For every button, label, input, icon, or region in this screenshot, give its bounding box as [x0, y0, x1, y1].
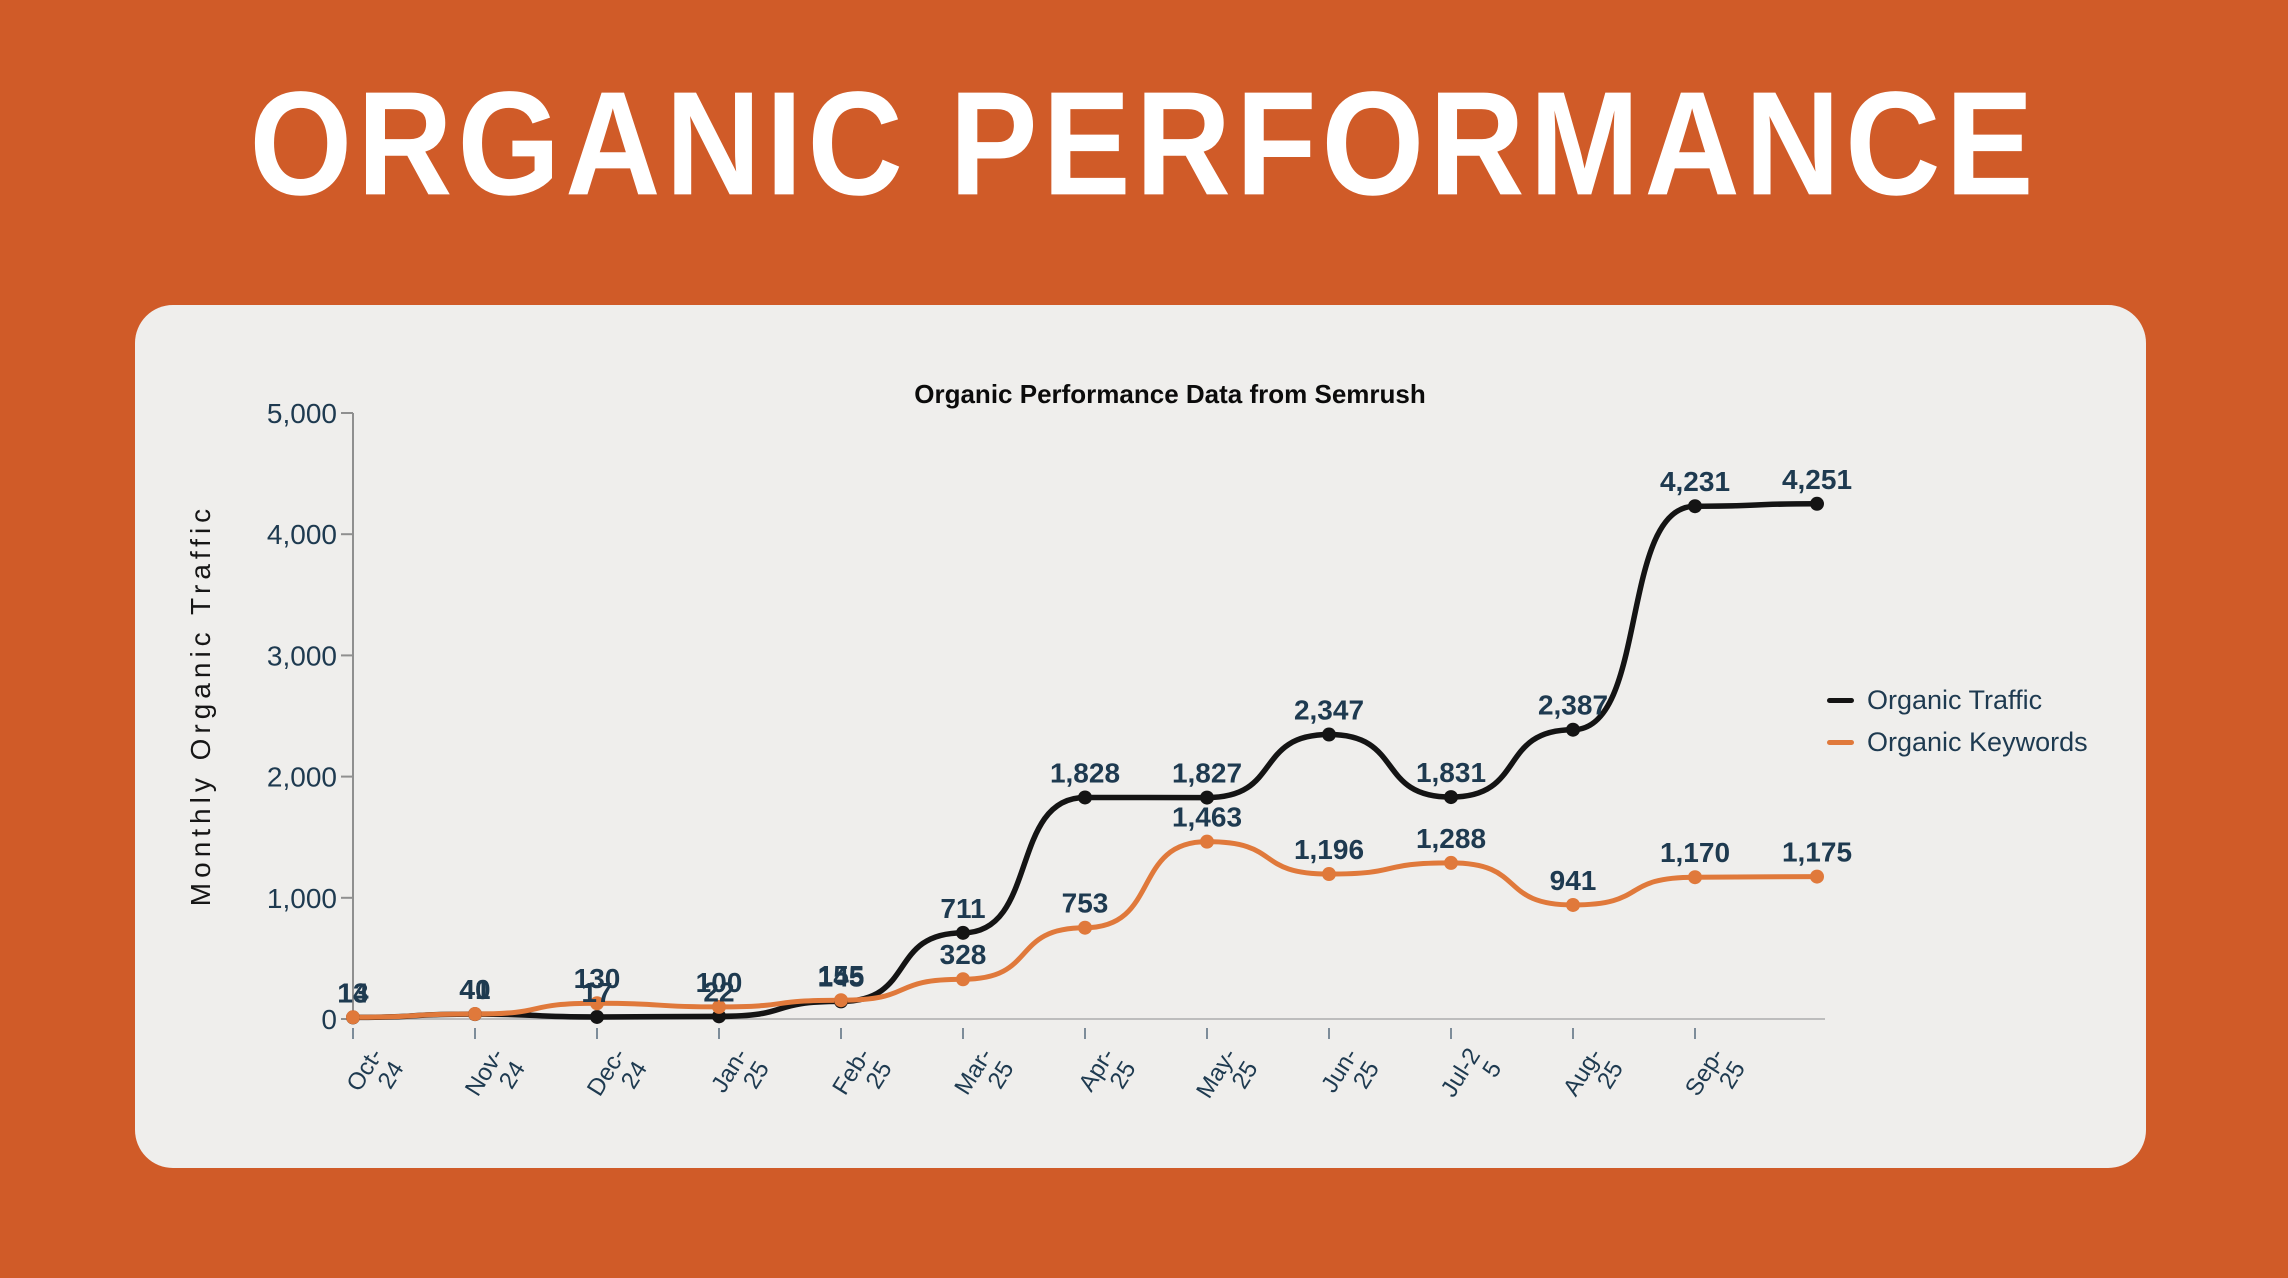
line-chart-svg: 0 1,000 2,000 3,000 4,000 5,000 13 40 17 22 145 711…: [267, 398, 1852, 1039]
data-label: 100: [696, 967, 743, 998]
y-tick-label: 2,000: [267, 762, 337, 793]
data-point: [1810, 869, 1824, 884]
data-label: 13: [337, 977, 368, 1008]
data-label: 2,347: [1294, 695, 1364, 726]
data-label: 17: [581, 977, 612, 1008]
y-tick-label: 4,000: [267, 519, 337, 550]
series-path-organic-traffic: [350, 501, 1820, 1021]
data-label: 155: [818, 960, 865, 991]
data-point: [712, 999, 726, 1014]
data-label: 1,175: [1782, 837, 1852, 868]
data-label: 941: [1550, 865, 1597, 896]
data-point: [590, 1009, 604, 1024]
y-tick-label: 0: [321, 1004, 337, 1035]
y-tick-label: 5,000: [267, 398, 337, 429]
legend-swatch-organic-keywords: [1827, 739, 1854, 745]
legend-label-organic-keywords: Organic Keywords: [1867, 726, 2088, 757]
data-label: 1,170: [1660, 837, 1730, 868]
data-point: [590, 996, 604, 1011]
data-point: [956, 925, 970, 940]
data-label: 1,463: [1172, 802, 1242, 833]
data-label: 1,196: [1294, 834, 1364, 865]
y-tick-label: 3,000: [267, 640, 337, 671]
data-label: 1,831: [1416, 757, 1486, 788]
data-point: [468, 1007, 482, 1022]
data-label: 130: [574, 963, 621, 994]
data-label: 41: [459, 974, 490, 1005]
data-label: 2,387: [1538, 690, 1608, 721]
data-label: 328: [940, 939, 987, 970]
legend: Organic Traffic Organic Keywords: [1827, 679, 2088, 763]
data-label: 145: [818, 961, 865, 992]
data-label: 14: [337, 977, 369, 1008]
data-label: 40: [459, 974, 490, 1005]
data-point: [834, 993, 848, 1008]
data-point: [1688, 870, 1702, 885]
data-point: [1444, 790, 1458, 805]
data-point: [1078, 790, 1092, 805]
data-point: [1200, 834, 1214, 849]
data-label: 22: [703, 976, 734, 1007]
data-point: [956, 972, 970, 987]
data-point: [1322, 867, 1336, 882]
data-point: [1566, 722, 1580, 737]
chart-card: Organic Performance Data from Semrush Mo…: [135, 305, 2146, 1168]
legend-item-organic-traffic: Organic Traffic: [1827, 679, 2088, 721]
data-point: [1078, 920, 1092, 935]
data-point: [1444, 855, 1458, 870]
legend-item-organic-keywords: Organic Keywords: [1827, 721, 2088, 763]
data-label: 1,828: [1050, 757, 1120, 788]
data-point: [346, 1010, 360, 1025]
legend-swatch-organic-traffic: [1827, 697, 1854, 703]
data-point: [1200, 790, 1214, 805]
data-point: [1322, 727, 1336, 742]
data-point: [1688, 499, 1702, 514]
poster-title: ORGANIC PERFORMANCE: [249, 61, 2039, 226]
legend-label-organic-traffic: Organic Traffic: [1867, 684, 2043, 715]
data-point: [1810, 496, 1824, 511]
data-label: 4,231: [1660, 466, 1730, 497]
y-tick-label: 1,000: [267, 883, 337, 914]
chart-title: Organic Performance Data from Semrush: [914, 379, 1426, 409]
data-label: 753: [1062, 888, 1109, 919]
data-point: [1566, 897, 1580, 912]
data-label: 4,251: [1782, 464, 1852, 495]
data-label: 1,288: [1416, 823, 1486, 854]
data-label: 711: [940, 893, 985, 924]
data-label: 1,827: [1172, 758, 1242, 789]
